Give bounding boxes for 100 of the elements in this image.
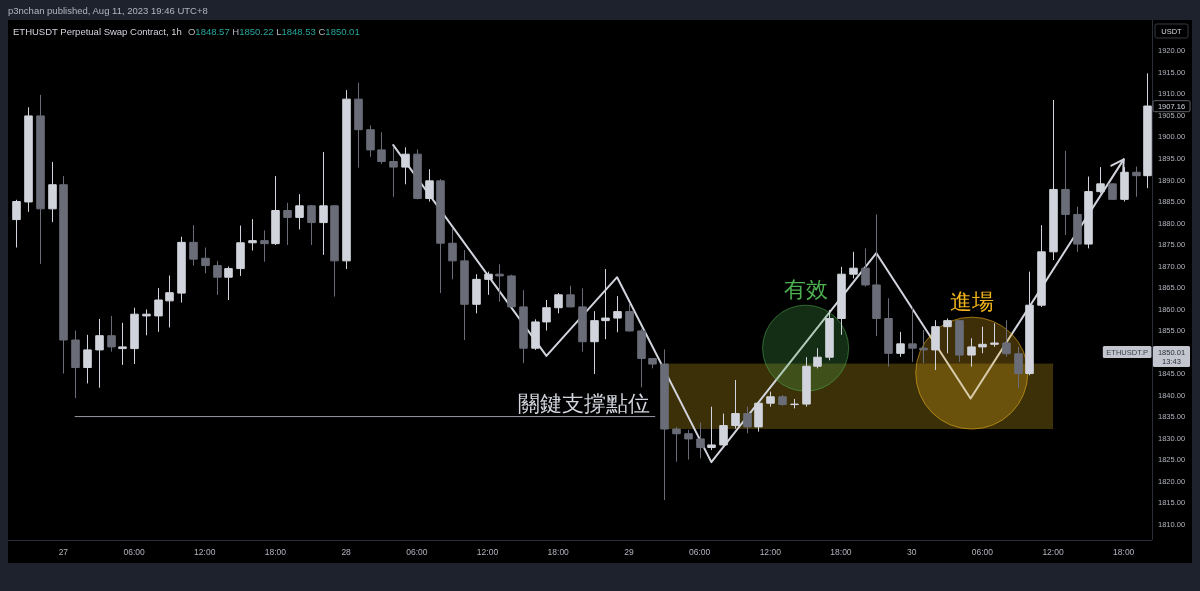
x-tick-label: 27 bbox=[58, 547, 69, 557]
candlestick bbox=[931, 319, 940, 371]
candlestick bbox=[837, 266, 846, 336]
candlestick bbox=[648, 357, 657, 369]
x-tick-label: 18:00 bbox=[830, 547, 852, 557]
candlestick bbox=[224, 265, 233, 301]
candlestick bbox=[766, 391, 775, 408]
candlestick bbox=[484, 271, 493, 296]
candlestick bbox=[1143, 72, 1152, 189]
candlestick bbox=[1096, 166, 1105, 194]
candlestick bbox=[684, 429, 693, 461]
candlestick bbox=[1132, 166, 1141, 198]
x-tick-label: 29 bbox=[624, 547, 634, 557]
x-tick-label: 06:00 bbox=[406, 547, 428, 557]
candlestick bbox=[743, 406, 752, 434]
candlestick bbox=[36, 94, 45, 265]
candlestick bbox=[531, 318, 540, 351]
candlestick bbox=[778, 394, 787, 407]
x-tick-label: 30 bbox=[906, 547, 917, 557]
candlestick bbox=[118, 322, 127, 366]
candlestick bbox=[731, 379, 740, 430]
candlestick bbox=[896, 331, 905, 358]
candlestick bbox=[696, 422, 705, 459]
candlestick bbox=[95, 318, 104, 389]
candlestick bbox=[295, 193, 304, 230]
candlestick bbox=[554, 292, 563, 314]
candlestick bbox=[590, 310, 599, 375]
candlestick bbox=[672, 426, 681, 463]
candlestick bbox=[1073, 206, 1082, 253]
candlestick bbox=[707, 406, 716, 451]
candlestick bbox=[260, 229, 269, 263]
candlestick bbox=[236, 225, 245, 277]
candlestick bbox=[330, 204, 339, 298]
candlestick bbox=[1049, 99, 1058, 261]
candlestick bbox=[189, 224, 198, 267]
x-tick-label: 12:00 bbox=[759, 547, 782, 557]
candlestick bbox=[12, 199, 21, 249]
candlestick bbox=[601, 268, 610, 340]
candlestick bbox=[389, 146, 398, 198]
candlestick bbox=[413, 148, 422, 200]
candlestick bbox=[71, 330, 80, 399]
candlestick bbox=[201, 247, 210, 274]
candlestick bbox=[1014, 346, 1023, 389]
candlestick bbox=[908, 306, 917, 363]
candlestick bbox=[542, 299, 551, 332]
candlestick bbox=[507, 274, 516, 308]
candlestick bbox=[566, 285, 575, 308]
x-tick-label: 28 bbox=[341, 547, 352, 557]
candlestick bbox=[342, 89, 351, 270]
candlestick bbox=[872, 213, 881, 337]
candlestick bbox=[578, 287, 587, 353]
candlestick bbox=[990, 322, 999, 348]
candlestick bbox=[83, 334, 92, 384]
candlestick bbox=[460, 249, 469, 341]
data-label: 有效 bbox=[783, 276, 828, 302]
candlestick bbox=[436, 178, 445, 294]
candlestick bbox=[472, 273, 481, 314]
candlestick bbox=[955, 319, 964, 363]
candlestick bbox=[1108, 182, 1117, 201]
x-tick-label: 12:00 bbox=[476, 547, 499, 557]
candlestick bbox=[1084, 176, 1093, 249]
candlestick bbox=[919, 329, 928, 364]
candlestick bbox=[802, 356, 811, 408]
candlestick bbox=[48, 161, 57, 223]
x-tick-label: 12:00 bbox=[1042, 547, 1064, 557]
candlestick bbox=[861, 247, 870, 288]
candlestick bbox=[1025, 271, 1034, 376]
candlestick bbox=[154, 287, 163, 333]
candlestick bbox=[366, 124, 375, 158]
candlestick bbox=[448, 227, 457, 280]
candlestick bbox=[213, 260, 222, 296]
candlestick bbox=[813, 347, 822, 369]
candlestick bbox=[107, 315, 116, 353]
candlestick bbox=[425, 168, 434, 203]
candlestick bbox=[754, 401, 763, 433]
candlestick bbox=[59, 175, 68, 375]
candlestick bbox=[967, 337, 976, 368]
candlestick bbox=[625, 302, 634, 332]
x-tick-label: 12:00 bbox=[194, 547, 216, 557]
x-tick-label: 18:00 bbox=[547, 547, 570, 557]
candlestick bbox=[884, 297, 893, 368]
x-tick-label: 06:00 bbox=[688, 547, 711, 557]
candlestick bbox=[271, 175, 280, 246]
data-label: 進場 bbox=[949, 288, 994, 314]
candlestick bbox=[283, 202, 292, 246]
candlestick bbox=[354, 82, 363, 169]
x-tick-label: 06:00 bbox=[123, 547, 145, 557]
candlestick bbox=[24, 106, 33, 213]
candlestick bbox=[177, 236, 186, 304]
candlestick bbox=[130, 307, 139, 365]
candlestick bbox=[1037, 224, 1046, 308]
candlestick bbox=[613, 295, 622, 333]
text: ETHUSDT Perpetual Swap Contract, 1h bbox=[13, 25, 182, 37]
candlestick bbox=[1002, 319, 1011, 358]
candlestick bbox=[825, 309, 834, 361]
candlestick bbox=[519, 289, 528, 364]
candlestick bbox=[660, 348, 669, 501]
candlestick bbox=[307, 204, 316, 246]
x-tick-label: 06:00 bbox=[971, 547, 994, 557]
candlestick bbox=[719, 413, 728, 448]
